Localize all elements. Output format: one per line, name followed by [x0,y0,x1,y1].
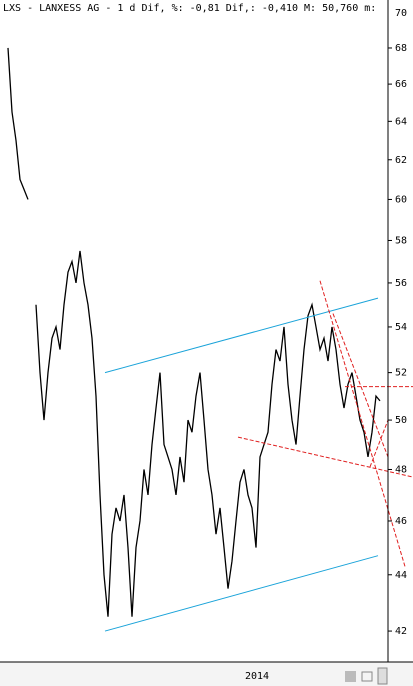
chart-title: LXS - LANXESS AG - 1 d Dif, %: -0,81 Dif… [3,3,376,14]
y-tick-label: 54 [395,322,407,333]
save-icon[interactable] [345,671,356,682]
y-tick-label: 56 [395,278,407,289]
x-tick-label: 2014 [245,671,269,682]
y-tick-label: 52 [395,368,407,379]
y-tick-label: 48 [395,464,407,475]
scroll-button[interactable] [377,667,388,685]
header-bar [0,0,413,16]
y-tick-label: 42 [395,626,407,637]
y-tick-label: 50 [395,415,407,426]
trend-line [332,313,389,458]
trend-line [319,280,406,567]
y-tick-label: 58 [395,235,407,246]
trend-line [104,555,379,632]
y-tick-label: 64 [395,116,407,127]
y-tick-label: 44 [395,570,407,581]
labels: 42 44 46 48 50 52 54 56 58 60 62 64 66 68 70 2014 [245,8,407,682]
price-line [7,47,381,617]
y-tick-label: 70 [395,8,407,19]
y-tick-label: 60 [395,194,407,205]
trend-line [369,419,389,468]
y-tick-label: 46 [395,516,407,527]
y-tick-label: 68 [395,43,407,54]
y-tick-label: 62 [395,155,407,166]
window-icon[interactable] [361,671,373,682]
y-tick-label: 66 [395,79,407,90]
footer-bar [0,662,413,686]
trend-line [104,297,379,374]
plot [7,12,413,686]
